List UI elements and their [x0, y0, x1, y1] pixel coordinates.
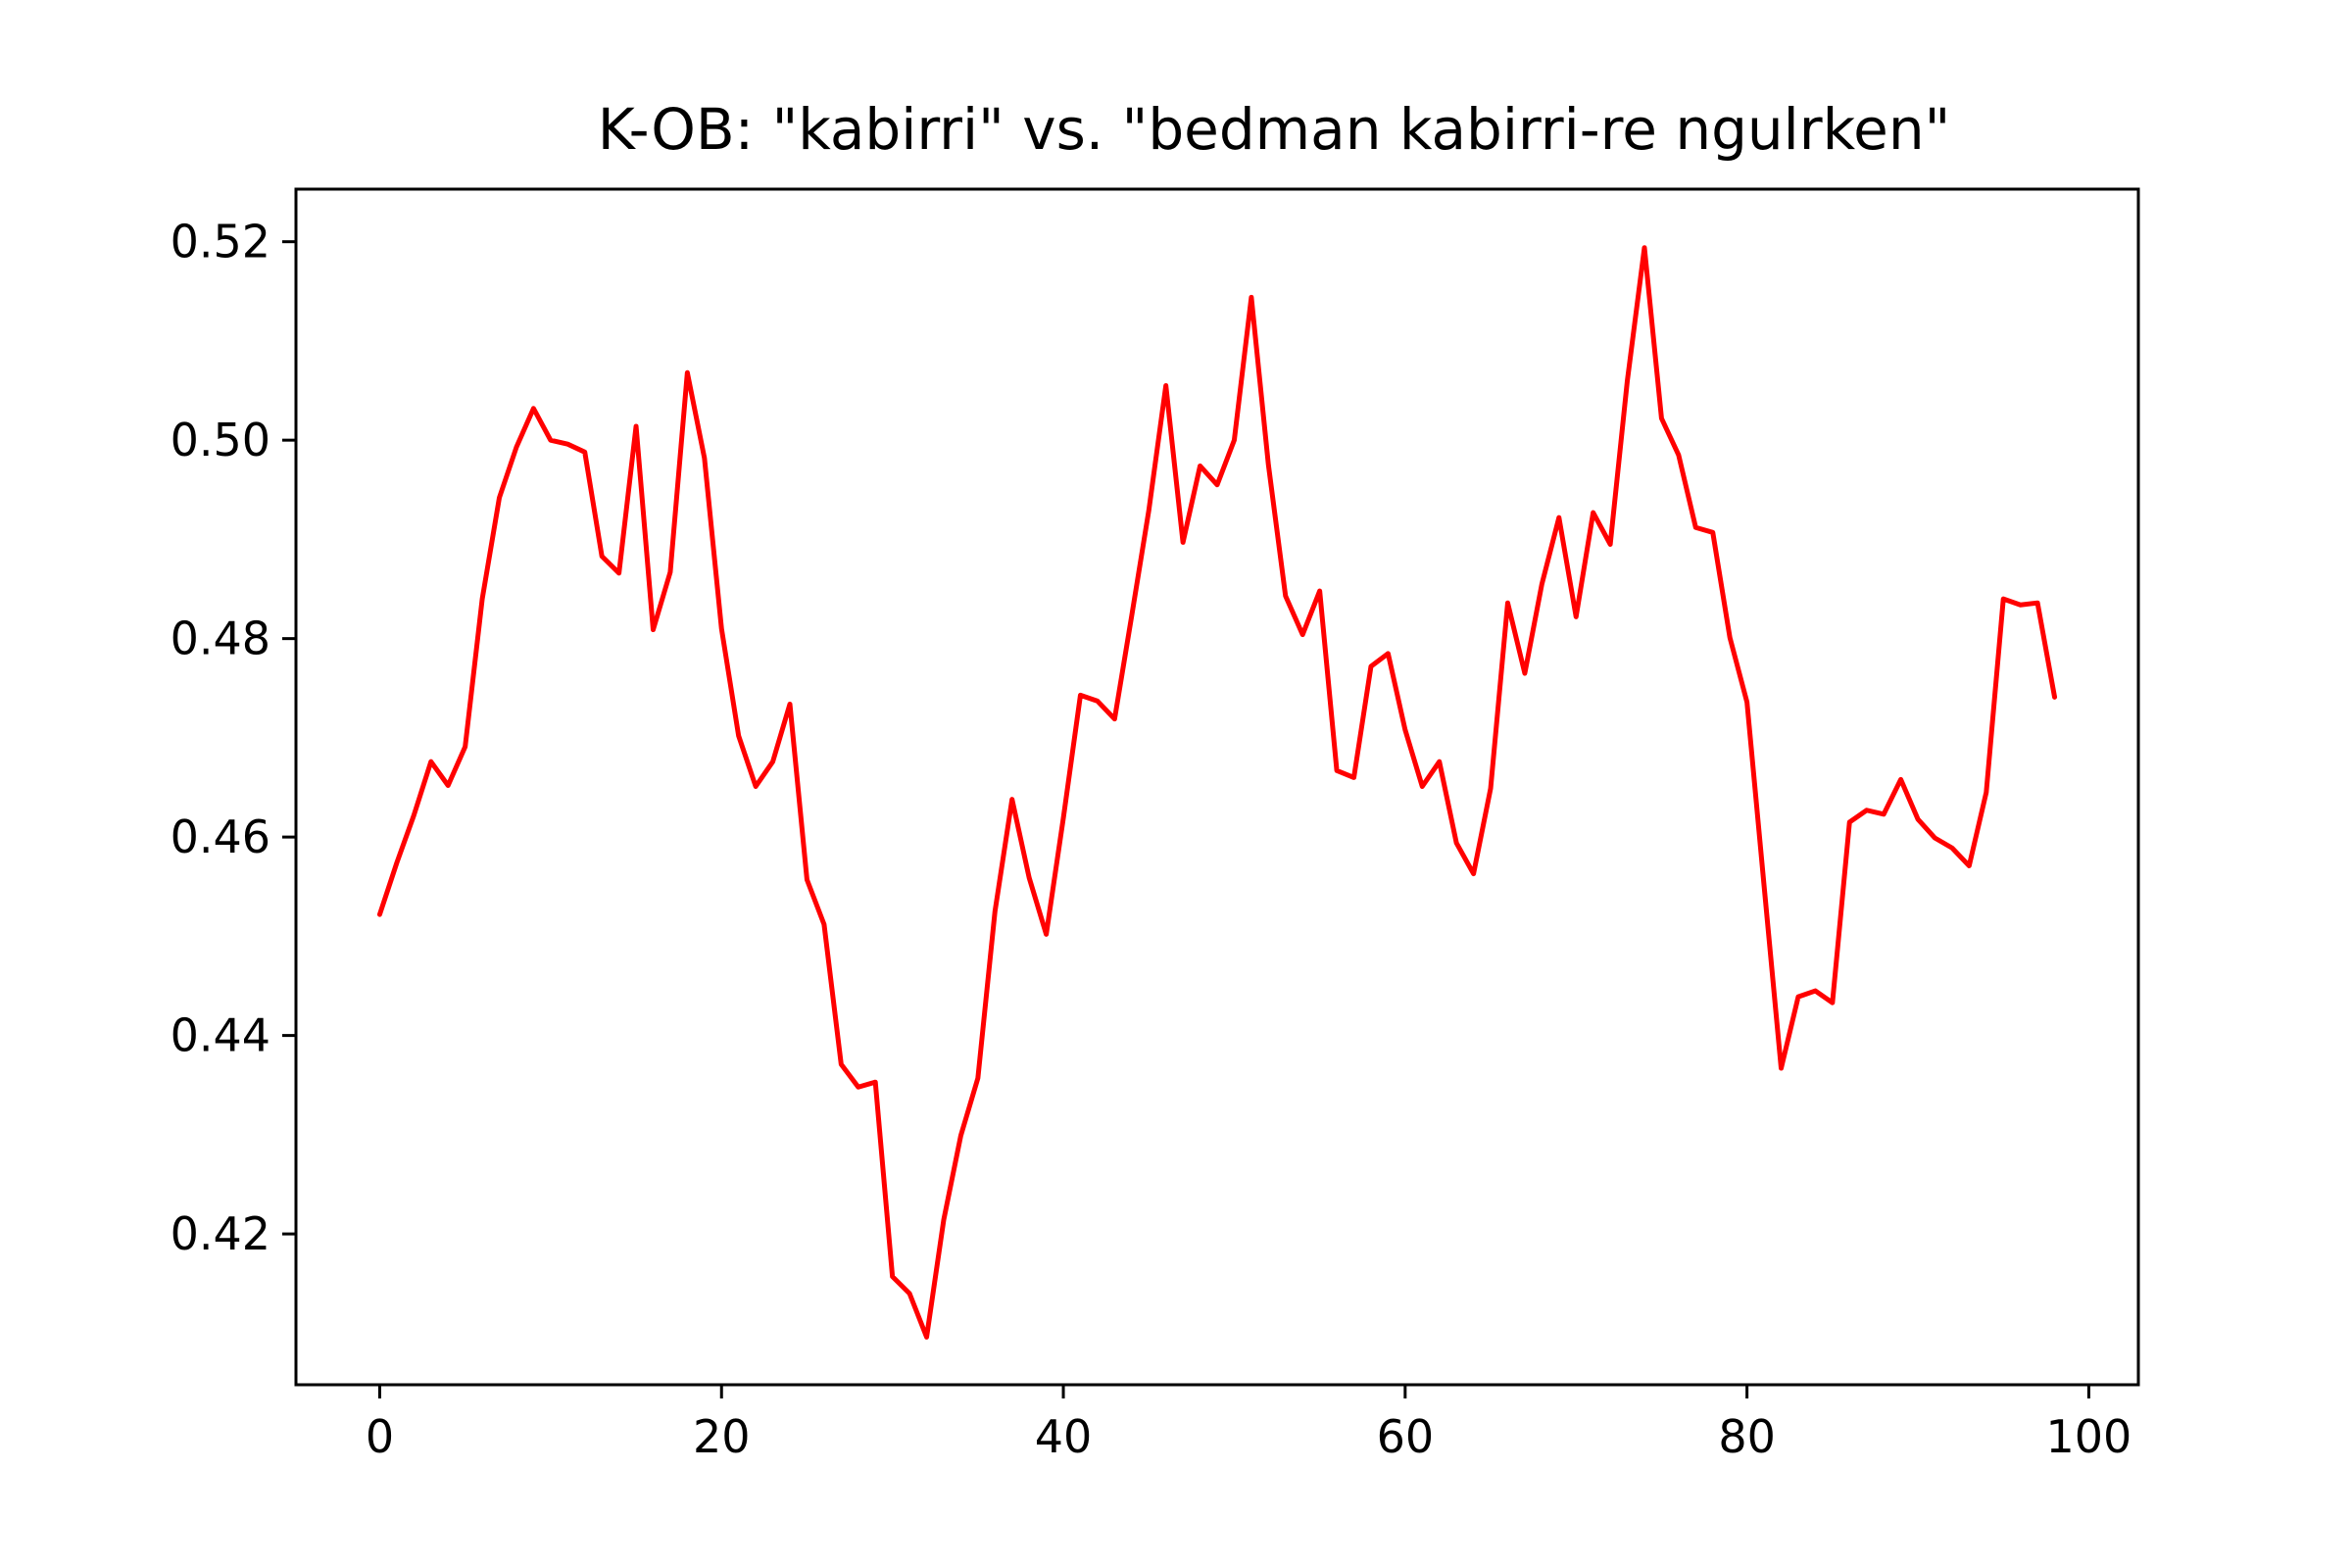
x-tick-label: 0	[366, 1410, 394, 1463]
y-tick-label: 0.52	[171, 216, 270, 269]
y-tick-label: 0.50	[171, 414, 270, 466]
x-tick-label: 80	[1718, 1410, 1776, 1463]
plot-area-frame	[294, 187, 2140, 1387]
chart-title: K-OB: "kabirri" vs. "bedman kabirri-re n…	[598, 96, 1951, 163]
x-axis: 0 20 40 60 80 100	[366, 1385, 2132, 1463]
x-tick-label: 20	[693, 1410, 751, 1463]
y-tick-label: 0.48	[171, 612, 270, 665]
x-tick-label: 40	[1035, 1410, 1093, 1463]
y-axis: 0.42 0.44 0.46 0.48 0.50 0.52	[171, 216, 296, 1260]
series-line	[376, 245, 2058, 1340]
y-tick-label: 0.46	[171, 810, 270, 863]
x-tick-label: 60	[1377, 1410, 1435, 1463]
y-tick-label: 0.42	[171, 1207, 270, 1260]
y-tick-label: 0.44	[171, 1009, 270, 1062]
x-tick-label: 100	[2046, 1410, 2132, 1463]
